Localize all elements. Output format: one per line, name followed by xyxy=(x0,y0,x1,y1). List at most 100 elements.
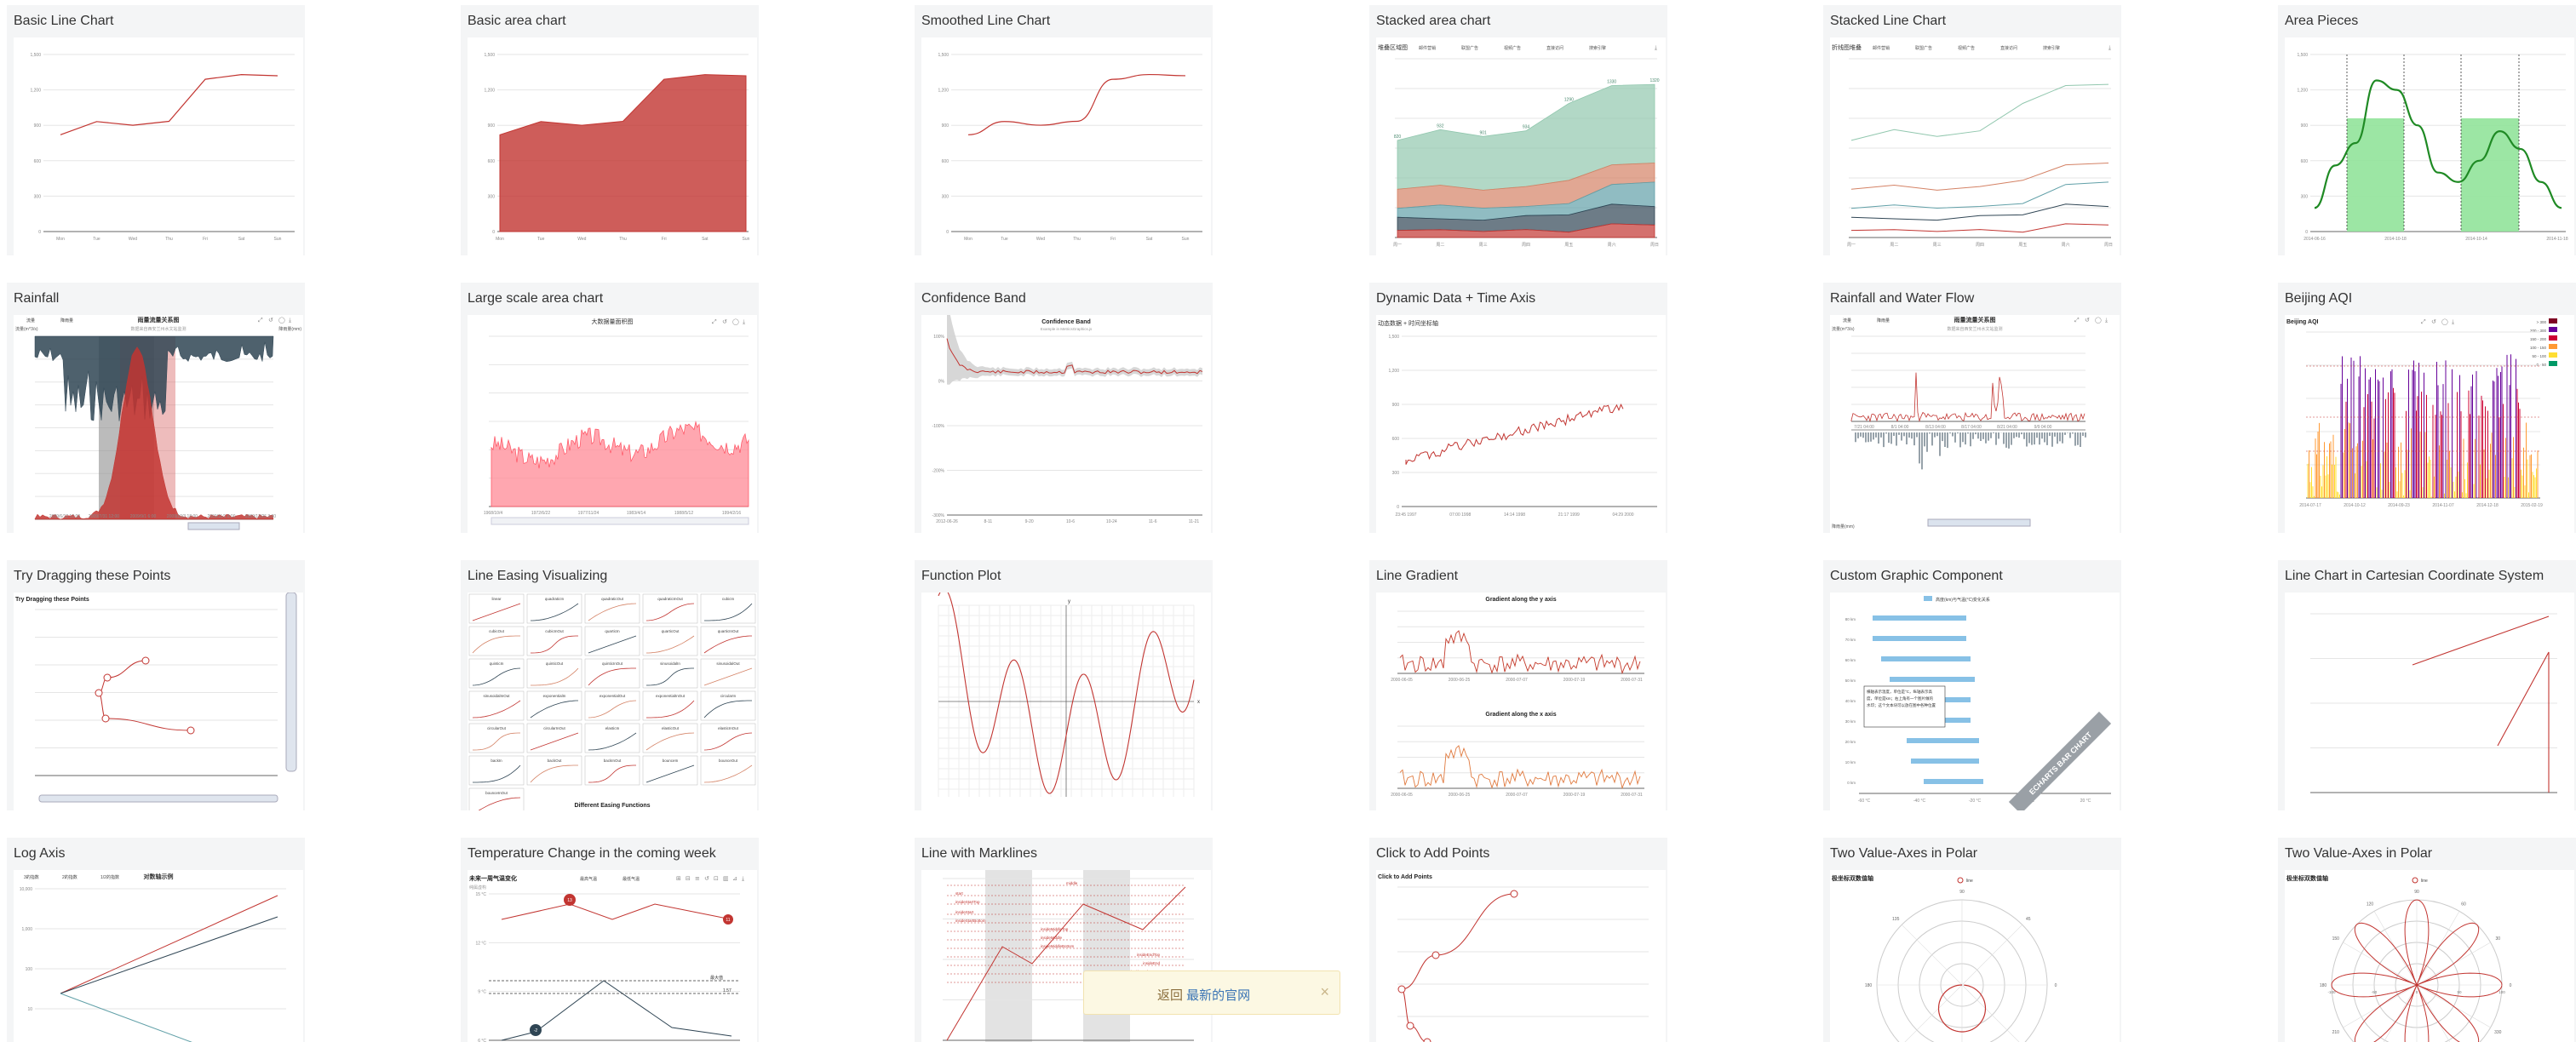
card-line-easing-visualizing[interactable]: Line Easing Visualizing linear quadraticI… xyxy=(461,560,759,810)
axis-name: x xyxy=(1197,700,1200,705)
card-custom-graphic-component[interactable]: Custom Graphic Component 高度(km)与气温(°C)变化… xyxy=(1823,560,2121,810)
y-tick-label: 0 xyxy=(2305,230,2308,235)
close-icon[interactable]: × xyxy=(1320,983,1329,1000)
y-tick-label: 40 km xyxy=(1845,699,1856,703)
card-try-dragging-these-points[interactable]: Try Dragging these Points Try Dragging t… xyxy=(7,560,305,810)
legend-item: 200 - 300 xyxy=(2530,329,2547,333)
x-tick-label: Fri xyxy=(662,237,667,242)
easing-name: quarticOut xyxy=(662,629,680,633)
card-rainfall[interactable]: Rainfall 流量 降雨量 雨量流量关系图 数据来自西安兰州水文站监测 流量(m^3… xyxy=(7,283,305,533)
y-tick-label: 0 xyxy=(38,230,41,235)
toolbox-icon: ⤓ xyxy=(2452,318,2454,325)
x-tick-label: 2000-06-05 xyxy=(1391,678,1413,683)
markline-label: insideMiddle xyxy=(1041,936,1063,940)
x-tick-label: 04:29 2000 xyxy=(1612,512,1633,518)
card-title: Rainfall and Water Flow xyxy=(1830,291,1975,306)
legend-swatch xyxy=(1924,596,1932,601)
easing-curve xyxy=(588,603,637,621)
card-thumbnail: 堆叠区域图 邮件营销 联盟广告 视频广告 直接访问 搜索引擎 ⤓ 820 932 901 934 12… xyxy=(1376,37,1666,255)
card-thumbnail: 大数据量面积图 ⤢ ↺ ◯ ⤓ 1968/10/4 1972/6/22 1977/11/24 1… xyxy=(468,315,757,533)
card-basic-area-chart[interactable]: Basic area chart 1,500 1,200 900 600 300 0 Mon… xyxy=(461,5,759,255)
x-tick-label: Sun xyxy=(743,237,750,242)
datazoom-slider xyxy=(1927,518,2031,527)
card-click-to-add-points[interactable]: Click to Add Points Click to Add Points xyxy=(1369,838,1667,1042)
card-rainfall-and-water-flow[interactable]: Rainfall and Water Flow 流量 降雨量 雨量流量关系图 数据来自… xyxy=(1823,283,2121,533)
card-stacked-line-chart[interactable]: Stacked Line Chart 折线图堆叠 邮件营销 联盟广告 视频广告 直接访问… xyxy=(1823,5,2121,255)
card-two-value-axes-polar-1[interactable]: Two Value-Axes in Polar 极坐标双数值轴 line 0 45 90… xyxy=(1823,838,2121,1042)
card-log-axis[interactable]: Log Axis 3的指数 2的指数 1/2的指数 对数轴示例 10,000 1,000 1… xyxy=(7,838,305,1042)
note-text: 度，单位是km；右上角有一个图片做的 xyxy=(1867,696,1933,701)
y-tick-label: 600 xyxy=(34,159,42,164)
x-tick-label: Mon xyxy=(964,237,972,242)
toolbox-icon: ▥ xyxy=(723,875,729,882)
x-tick-label: 周五 xyxy=(2018,243,2027,248)
easing-cell xyxy=(468,690,525,721)
angle-label: 60 xyxy=(2461,902,2466,907)
x-tick-label: 2009/7/31 12:00 xyxy=(89,514,119,519)
card-line-gradient[interactable]: Line Gradient Gradient along the y axis 2… xyxy=(1369,560,1667,810)
card-title: Basic Line Chart xyxy=(14,14,114,28)
x-tick-label: Thu xyxy=(619,237,627,242)
card-basic-line-chart[interactable]: Basic Line Chart 1,500 1,200 900 600 300 0 Mon… xyxy=(7,5,305,255)
card-smoothed-line-chart[interactable]: Smoothed Line Chart 1,500 1,200 900 600 300 0… xyxy=(915,5,1213,255)
chart-subtitle: 纯属虚构 xyxy=(469,885,486,890)
easing-cell xyxy=(642,723,698,753)
data-label: 1320 xyxy=(1649,78,1659,83)
card-dynamic-data-time-axis[interactable]: Dynamic Data + Time Axis 动态数据 + 时间坐标轴 1,5… xyxy=(1369,283,1667,533)
chart-title: Try Dragging these Points xyxy=(15,597,89,603)
card-line-chart-cartesian[interactable]: Line Chart in Cartesian Coordinate Syste… xyxy=(2278,560,2576,810)
toolbox-icon: ↺ xyxy=(704,875,709,882)
data-point xyxy=(1423,1038,1431,1042)
x-tick-label: 1968/10/4 xyxy=(484,511,502,516)
card-thumbnail: linear quadraticIn quadraticOut quadraticIn… xyxy=(468,593,757,810)
datazoom-slider xyxy=(491,517,749,525)
radius-label: 0 xyxy=(2416,990,2418,994)
x-tick-label: 周六 xyxy=(2062,242,2070,248)
x-tick-label: 07:00 1998 xyxy=(1449,512,1471,518)
log-series-3 xyxy=(60,895,278,994)
x-tick-label: Tue xyxy=(1001,237,1008,242)
card-thumbnail: 1,500 1,200 900 600 300 0 Mon Tue Wed Thu Fri Sat Su… xyxy=(14,37,303,255)
data-label: 1330 xyxy=(1607,80,1616,85)
x-tick-label: Mon xyxy=(56,237,65,242)
temp-bar xyxy=(1924,779,1983,784)
chart-title: 折线图堆叠 xyxy=(1832,43,1862,51)
stacked-line-series xyxy=(1850,181,2109,209)
y-tick-label: 70 km xyxy=(1845,638,1856,642)
x-tick-label: 2014-10-18 xyxy=(2384,237,2407,242)
legend-item: 高度(km)与气温(°C)变化关系 xyxy=(1936,597,1990,603)
y-tick-label: 600 xyxy=(942,159,950,164)
card-line-with-marklines[interactable]: Line with Marklines middle start insideSta… xyxy=(915,838,1213,1042)
polar-series xyxy=(1937,984,1987,1033)
x-tick-label: 周六 xyxy=(1608,242,1616,248)
card-title: Confidence Band xyxy=(921,291,1026,306)
card-thumbnail: 高度(km)与气温(°C)变化关系 80 km 70 km 60 km 50 km 40 … xyxy=(1830,593,2120,810)
chart-title: 雨量流量关系图 xyxy=(1954,316,1996,323)
y-tick-label: 300 xyxy=(2301,194,2309,199)
card-two-value-axes-polar-2[interactable]: Two Value-Axes in Polar 极坐标双数值轴 line 0 30 60… xyxy=(2278,838,2576,1042)
radius-label: 50 xyxy=(2457,990,2462,994)
card-beijing-aqi[interactable]: Beijing AQI Beijing AQI ⤢ ↺ ◯ ⤓ > 300 200 - 30… xyxy=(2278,283,2576,533)
angle-label: 45 xyxy=(2026,917,2031,922)
x-tick-label: 2000-07-07 xyxy=(1506,793,1528,798)
card-stacked-area-chart[interactable]: Stacked area chart 堆叠区域图 邮件营销 联盟广告 视频广告 直接访问… xyxy=(1369,5,1667,255)
easing-cell xyxy=(468,787,525,810)
toast-link[interactable]: 最新的官网 xyxy=(1186,988,1251,1003)
chart-title: 极坐标双数值轴 xyxy=(2286,874,2328,882)
legend-item: 联盟广告 xyxy=(1461,45,1478,51)
easing-curve xyxy=(588,635,637,654)
legend-swatch xyxy=(2549,335,2557,341)
toolbox-icon: ⊟ xyxy=(686,875,691,882)
toolbox-icon: ⤢ xyxy=(258,317,263,323)
polar-spoke xyxy=(2383,984,2418,1042)
card-thumbnail: 流量 降雨量 雨量流量关系图 数据来自西安兰州水文站监测 流量(m^3/s) 降雨量(mm… xyxy=(1830,315,2120,533)
card-confidence-band[interactable]: Confidence Band Confidence Band Example i… xyxy=(915,283,1213,533)
easing-curve xyxy=(703,700,752,719)
card-area-pieces[interactable]: Area Pieces 1,500 1,200 900 600 300 0 2014-06-… xyxy=(2278,5,2576,255)
card-title: Stacked Line Chart xyxy=(1830,14,1947,28)
card-large-scale-area-chart[interactable]: Large scale area chart 大数据量面积图 ⤢ ↺ ◯ ⤓ 1968/1… xyxy=(461,283,759,533)
toolbox-icon: ↺ xyxy=(268,317,273,323)
card-thumbnail: 1,500 1,200 900 600 300 0 Mon Tue Wed Thu Fri Sat Su… xyxy=(921,37,1211,255)
card-temperature-change[interactable]: Temperature Change in the coming week 未来… xyxy=(461,838,759,1042)
